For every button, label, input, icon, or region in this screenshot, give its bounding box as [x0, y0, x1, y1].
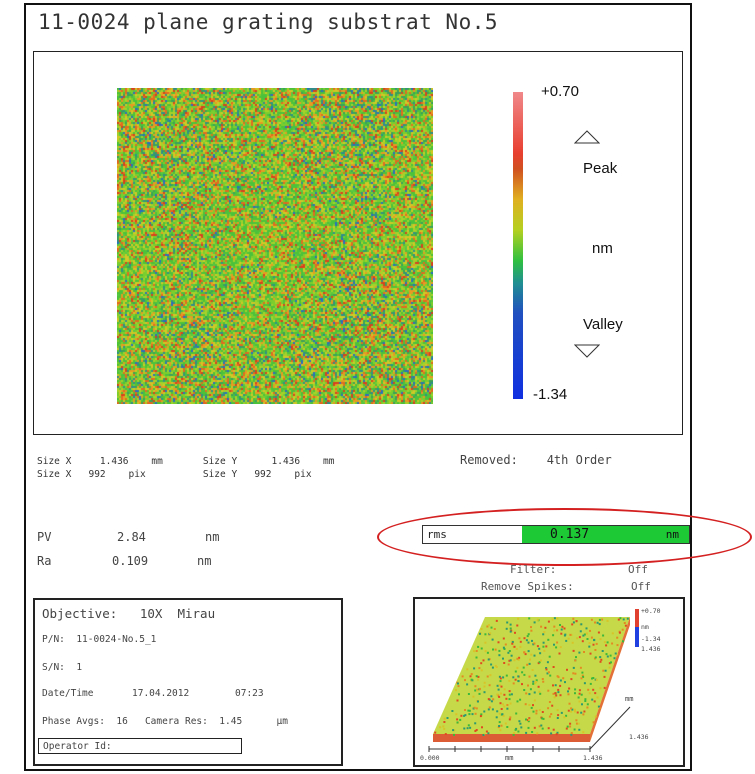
filter-value: Off	[628, 563, 648, 576]
pv-value: 2.84	[117, 530, 146, 544]
removed-order: Removed: 4th Order	[460, 453, 612, 467]
remove-spikes-label: Remove Spikes:	[481, 580, 574, 593]
3d-y-unit: mm	[625, 695, 634, 703]
pv-unit: nm	[205, 530, 220, 544]
measurement-info-box	[33, 598, 343, 766]
3d-y-max: 1.436	[629, 733, 649, 741]
3d-z-label: 1.436	[641, 645, 661, 653]
operator-id-field: Operator Id:	[38, 738, 242, 754]
part-number: P/N: 11-0024-No.5_1	[42, 634, 157, 645]
ra-value: 0.109	[112, 554, 149, 568]
datetime-label: Date/Time	[42, 688, 94, 699]
report-title: 11-0024 plane grating substrat No.5	[38, 10, 499, 34]
valley-label: Valley	[583, 316, 623, 333]
peak-label: Peak	[583, 160, 618, 177]
surface-top	[433, 617, 630, 734]
3d-scale-min: -1.34	[641, 635, 661, 643]
serial-number: S/N: 1	[42, 662, 83, 673]
highlight-ellipse	[377, 508, 752, 566]
ra-label: Ra	[37, 554, 52, 568]
unit-label: nm	[592, 240, 613, 257]
time-value: 07:23	[235, 688, 264, 699]
surface-side-edge	[590, 617, 630, 742]
3d-unit: nm	[641, 623, 649, 631]
valley-arrow-icon	[574, 344, 600, 358]
surface-height-map	[117, 88, 433, 404]
surface-map-panel	[33, 51, 683, 435]
3d-x-max: 1.436	[583, 754, 603, 762]
size-row-mm: Size X 1.436 mm Size Y 1.436 mm	[37, 456, 335, 467]
color-scale-bar	[513, 92, 523, 399]
3d-surface-plot	[428, 609, 639, 752]
date-value: 17.04.2012	[132, 688, 190, 699]
pv-label: PV	[37, 530, 52, 544]
3d-scale-max: +0.70	[641, 607, 661, 615]
3d-view-panel: +0.70 nm -1.34 1.436 mm 1.436 0.000 mm 1…	[413, 597, 685, 767]
scale-min-label: -1.34	[533, 386, 568, 403]
objective-text: Objective: 10X Mirau	[42, 606, 216, 621]
remove-spikes-value: Off	[631, 580, 651, 593]
size-row-pix: Size X 992 pix Size Y 992 pix	[37, 469, 312, 480]
3d-x-min: 0.000	[420, 754, 440, 762]
peak-arrow-icon	[574, 130, 600, 144]
surface-front-edge	[433, 734, 590, 742]
phase-avgs: Phase Avgs: 16 Camera Res: 1.45 µm	[42, 716, 288, 727]
scale-max-label: +0.70	[541, 83, 579, 100]
filter-label: Filter:	[510, 563, 557, 576]
ra-unit: nm	[197, 554, 212, 568]
3d-x-unit: mm	[505, 754, 514, 762]
